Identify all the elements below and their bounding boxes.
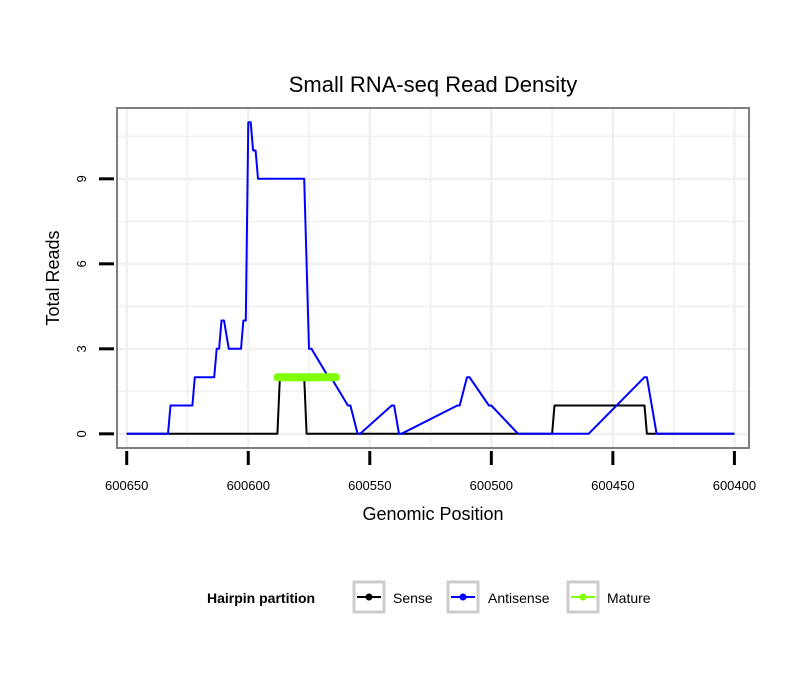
x-axis: 600650 600600 600550 600500 600450 600400 xyxy=(105,451,756,493)
x-tick-label: 600400 xyxy=(713,478,756,493)
y-tick-label: 6 xyxy=(74,260,89,267)
legend-key-point xyxy=(459,593,467,601)
y-tick-label: 0 xyxy=(74,430,89,437)
x-tick-label: 600500 xyxy=(470,478,513,493)
y-tick-label: 3 xyxy=(74,345,89,352)
x-tick-label: 600600 xyxy=(227,478,270,493)
legend-title: Hairpin partition xyxy=(207,590,315,606)
plot-panel xyxy=(116,107,750,449)
legend-label: Mature xyxy=(607,590,651,606)
x-axis-label: Genomic Position xyxy=(362,504,503,524)
legend-label: Antisense xyxy=(488,590,550,606)
chart-title: Small RNA-seq Read Density xyxy=(289,72,578,97)
y-axis: 0 3 6 9 xyxy=(74,175,114,437)
legend-item-sense: Sense xyxy=(352,580,433,614)
series-line-sense xyxy=(126,376,735,435)
legend: Hairpin partition Sense Antisense Mature xyxy=(207,580,651,614)
series-layer xyxy=(126,121,735,435)
x-tick-label: 600550 xyxy=(348,478,391,493)
x-tick-label: 600650 xyxy=(105,478,148,493)
legend-item-mature: Mature xyxy=(566,580,651,614)
legend-label: Sense xyxy=(393,590,433,606)
legend-item-antisense: Antisense xyxy=(446,580,550,614)
legend-key-point xyxy=(579,593,587,601)
legend-key-point xyxy=(365,593,373,601)
y-axis-label: Total Reads xyxy=(43,230,63,325)
series-line-antisense xyxy=(126,121,735,435)
y-tick-label: 9 xyxy=(74,175,89,182)
x-tick-label: 600450 xyxy=(591,478,634,493)
